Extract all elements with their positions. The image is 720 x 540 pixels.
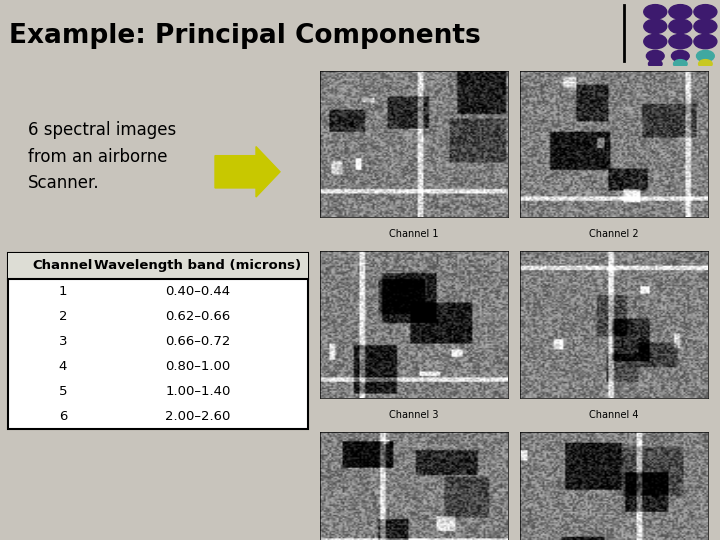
Circle shape (644, 5, 667, 19)
Text: 3: 3 (59, 335, 67, 348)
Text: 0.66–0.72: 0.66–0.72 (166, 335, 230, 348)
Circle shape (644, 34, 667, 49)
Circle shape (696, 50, 714, 62)
Circle shape (694, 34, 717, 49)
Circle shape (669, 34, 692, 49)
Circle shape (644, 19, 667, 33)
Text: Channel 4: Channel 4 (589, 410, 639, 420)
Text: Channel 2: Channel 2 (589, 229, 639, 239)
Text: 2.00–2.60: 2.00–2.60 (166, 410, 230, 423)
Text: 5: 5 (59, 385, 67, 398)
Circle shape (673, 59, 687, 68)
Circle shape (647, 50, 664, 62)
Circle shape (694, 5, 717, 19)
Bar (8, 253, 308, 429)
Circle shape (669, 5, 692, 19)
Text: 1: 1 (59, 285, 67, 298)
Text: 0.80–1.00: 0.80–1.00 (166, 360, 230, 373)
Text: Channel 3: Channel 3 (390, 410, 438, 420)
Circle shape (669, 19, 692, 33)
Text: 4: 4 (59, 360, 67, 373)
Circle shape (698, 59, 712, 68)
Text: Wavelength band (microns): Wavelength band (microns) (94, 259, 302, 272)
Text: 2: 2 (59, 310, 67, 323)
Bar (8, 253, 308, 279)
Text: 6 spectral images
from an airborne
Scanner.: 6 spectral images from an airborne Scann… (28, 122, 176, 192)
Circle shape (672, 50, 689, 62)
Circle shape (649, 59, 662, 68)
Text: 0.62–0.66: 0.62–0.66 (166, 310, 230, 323)
Text: 0.40–0.44: 0.40–0.44 (166, 285, 230, 298)
Text: 1.00–1.40: 1.00–1.40 (166, 385, 230, 398)
FancyArrow shape (215, 146, 280, 197)
Text: 6: 6 (59, 410, 67, 423)
Text: Channel 1: Channel 1 (390, 229, 438, 239)
Text: Channel: Channel (33, 259, 93, 272)
Text: Example: Principal Components: Example: Principal Components (9, 23, 481, 49)
Circle shape (694, 19, 717, 33)
